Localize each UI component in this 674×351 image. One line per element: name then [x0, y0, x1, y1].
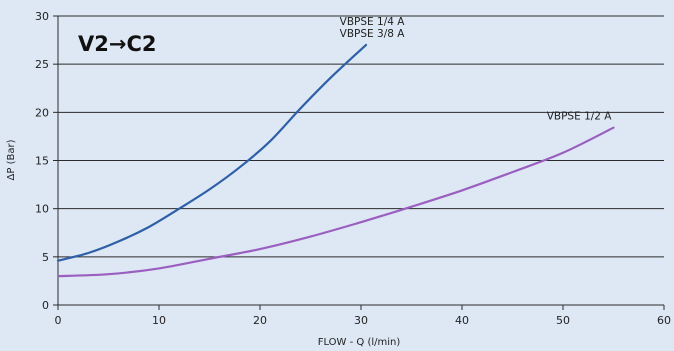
chart-title: V2→C2 [78, 32, 156, 56]
series-line [56, 43, 368, 262]
series-label: VBPSE 3/8 A [340, 28, 406, 40]
y-axis-title: ΔP (Bar) [6, 139, 17, 180]
x-tick-label: 0 [55, 314, 62, 327]
series-label: VBPSE 1/4 A [340, 16, 406, 28]
x-tick-label: 60 [657, 314, 671, 327]
y-tick-label: 0 [42, 299, 49, 312]
tick-labels: 0 5 10 15 20 25 30 0 10 20 30 40 50 60 [35, 10, 671, 327]
x-tick-label: 20 [253, 314, 267, 327]
y-tick-label: 20 [35, 106, 49, 119]
x-tick-label: 10 [152, 314, 166, 327]
y-tick-label: 15 [35, 155, 49, 168]
x-tick-label: 50 [556, 314, 570, 327]
y-tick-label: 25 [35, 58, 49, 71]
x-tick-label: 30 [354, 314, 368, 327]
series-label: VBPSE 1/2 A [547, 111, 613, 123]
y-tick-label: 10 [35, 203, 49, 216]
y-tick-label: 30 [35, 10, 49, 23]
axes [53, 15, 665, 310]
series-lines [56, 43, 615, 278]
x-tick-label: 40 [455, 314, 469, 327]
x-axis-title: FLOW - Q (l/min) [318, 337, 401, 348]
grid-lines [58, 15, 664, 258]
y-tick-label: 5 [42, 251, 49, 264]
series-line [56, 126, 615, 278]
